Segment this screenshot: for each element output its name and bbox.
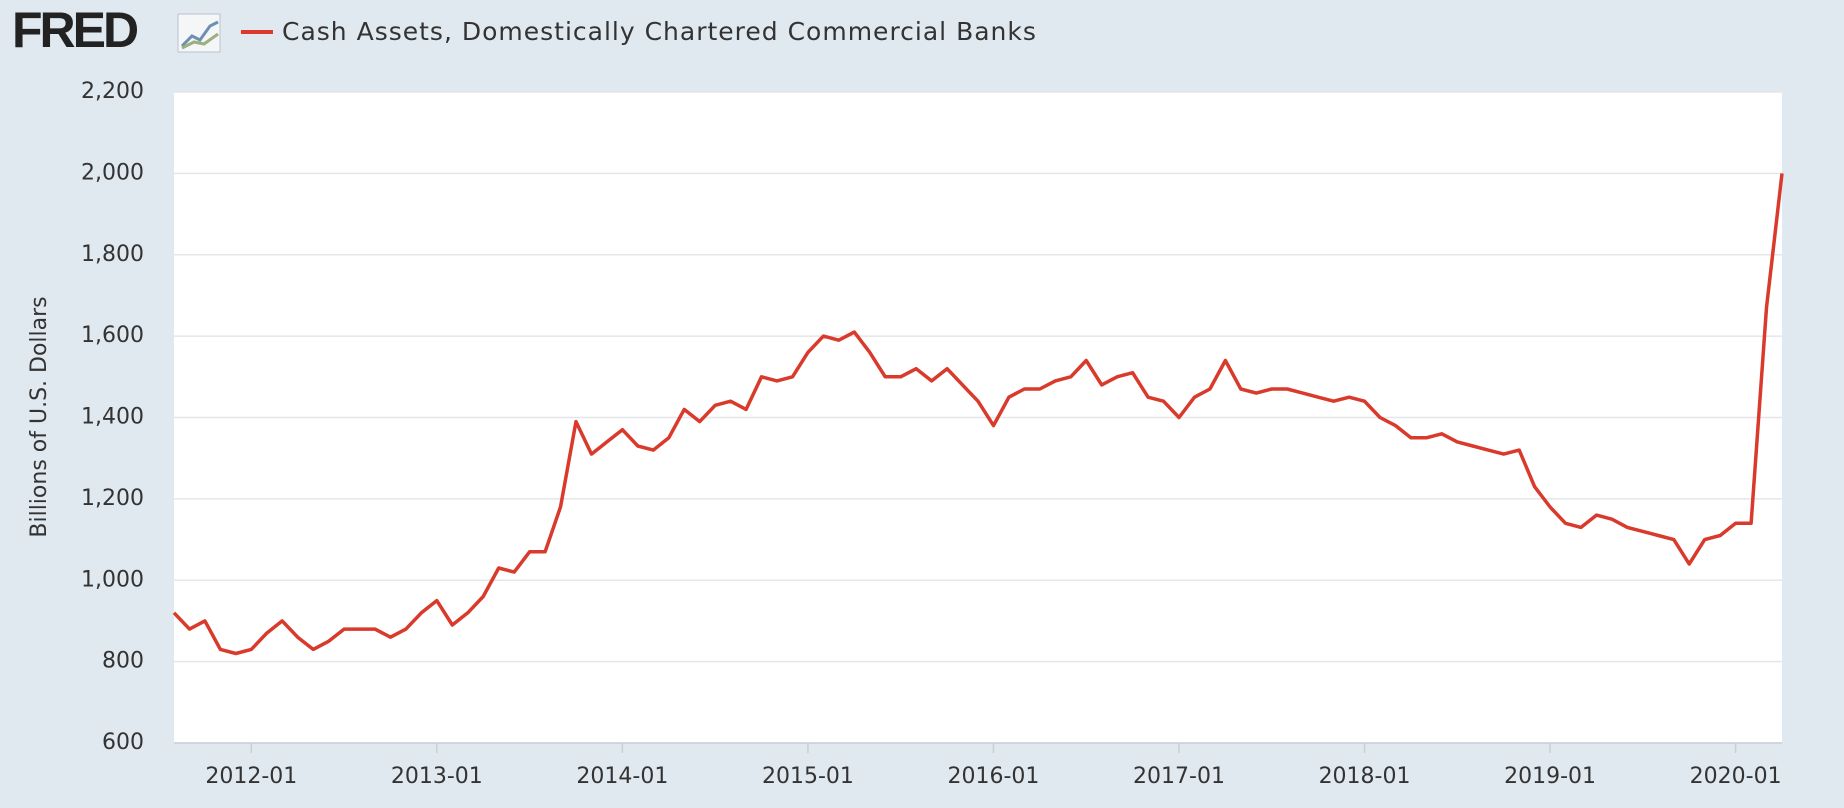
chart-title: Cash Assets, Domestically Chartered Comm… — [282, 17, 1037, 46]
x-tick-label: 2017-01 — [1133, 764, 1225, 789]
logo-icon — [177, 13, 221, 53]
y-tick-label: 1,000 — [81, 567, 144, 592]
x-tick-label: 2020-01 — [1690, 764, 1782, 789]
x-tick-label: 2018-01 — [1319, 764, 1411, 789]
y-tick-label: 2,200 — [81, 79, 144, 104]
x-tick-label: 2016-01 — [948, 764, 1040, 789]
x-tick-label: 2013-01 — [391, 764, 483, 789]
x-tick-label: 2014-01 — [576, 764, 668, 789]
y-axis-label: Billions of U.S. Dollars — [27, 296, 52, 537]
x-tick-label: 2019-01 — [1504, 764, 1596, 789]
y-tick-label: 600 — [102, 730, 144, 755]
y-tick-label: 2,000 — [81, 160, 144, 185]
x-tick-label: 2015-01 — [762, 764, 854, 789]
x-tick-label: 2012-01 — [205, 764, 297, 789]
y-tick-label: 1,600 — [81, 323, 144, 348]
series-line — [172, 173, 1784, 656]
y-tick-label: 1,400 — [81, 405, 144, 430]
logo[interactable]: FRED — [12, 2, 141, 58]
y-tick-label: 1,200 — [81, 486, 144, 511]
y-tick-label: 800 — [102, 649, 144, 674]
y-tick-label: 1,800 — [81, 242, 144, 267]
